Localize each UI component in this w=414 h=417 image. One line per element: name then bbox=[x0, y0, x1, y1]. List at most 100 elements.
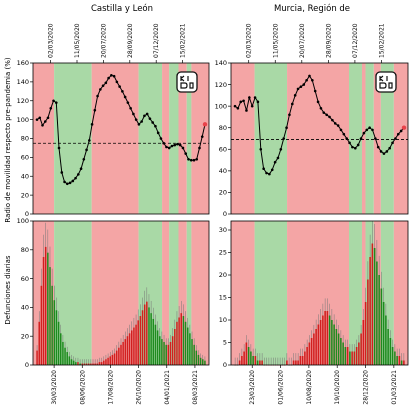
death-bar bbox=[391, 347, 394, 365]
band-red bbox=[191, 63, 209, 214]
data-point bbox=[313, 89, 317, 93]
death-bar bbox=[100, 362, 103, 365]
y-tick-label: 140 bbox=[215, 59, 227, 67]
band-red bbox=[373, 63, 381, 214]
death-bar bbox=[292, 360, 295, 365]
data-point bbox=[365, 128, 369, 132]
death-bar bbox=[362, 320, 365, 365]
death-bar bbox=[126, 336, 129, 365]
data-point bbox=[35, 118, 39, 121]
death-bar bbox=[398, 356, 401, 365]
data-point bbox=[233, 104, 237, 108]
band-green bbox=[54, 63, 92, 214]
death-bar bbox=[252, 356, 254, 365]
band-green bbox=[254, 221, 288, 365]
data-point bbox=[54, 101, 58, 104]
y-tick-label: 80 bbox=[219, 124, 227, 132]
data-point bbox=[242, 99, 245, 103]
y-tick-label: 20 bbox=[219, 189, 227, 197]
y-tick-label: 0 bbox=[223, 361, 227, 369]
date-tick-label: 10/08/2020 bbox=[306, 370, 313, 405]
data-point bbox=[279, 147, 283, 151]
data-point bbox=[57, 146, 61, 150]
date-tick-label: 28/12/2020 bbox=[363, 370, 370, 405]
death-bar bbox=[261, 360, 263, 365]
y-tick-label: 100 bbox=[17, 217, 29, 225]
death-bar bbox=[146, 301, 148, 365]
data-point bbox=[302, 83, 306, 86]
death-bar bbox=[68, 356, 71, 365]
data-point bbox=[245, 109, 248, 112]
data-point bbox=[192, 158, 196, 162]
death-bar bbox=[180, 313, 183, 365]
data-point bbox=[71, 179, 75, 183]
y-tick-label: 120 bbox=[215, 81, 227, 89]
death-bar bbox=[297, 360, 299, 365]
data-point bbox=[308, 74, 311, 78]
death-bar bbox=[40, 285, 43, 365]
death-bar bbox=[165, 344, 167, 365]
death-bar bbox=[81, 363, 84, 365]
death-bar bbox=[120, 344, 122, 365]
death-bar bbox=[364, 302, 367, 365]
date-tick-label: 04/01/2021 bbox=[164, 370, 171, 405]
death-bar bbox=[55, 310, 58, 365]
mobility-panel-murcia: 0 20 40 60 80 100 120 140 02/03/2020 11/05/2020 20… bbox=[215, 23, 409, 218]
data-point bbox=[41, 123, 44, 127]
data-point bbox=[115, 80, 119, 84]
data-point bbox=[290, 102, 294, 106]
data-point bbox=[112, 74, 116, 78]
data-point bbox=[88, 139, 91, 142]
death-bar bbox=[385, 315, 387, 365]
data-point bbox=[305, 78, 308, 82]
band-green bbox=[186, 63, 192, 214]
data-point bbox=[316, 100, 320, 104]
death-bar bbox=[371, 243, 374, 365]
death-bar bbox=[380, 288, 383, 365]
death-bar bbox=[148, 307, 150, 365]
y-tick-label: 0 bbox=[25, 210, 29, 218]
data-point bbox=[253, 96, 257, 99]
date-tick-label: 23/03/2020 bbox=[249, 370, 256, 405]
data-point bbox=[60, 171, 64, 174]
death-bar bbox=[373, 248, 376, 365]
data-point bbox=[96, 94, 99, 98]
death-bar bbox=[189, 333, 191, 365]
mobility-panel-castilla-y-leon: 0 20 40 60 80 100 120 140 160 02/03/2020 11/05/202… bbox=[17, 23, 210, 218]
death-bar bbox=[191, 339, 193, 365]
death-bar bbox=[90, 363, 92, 365]
data-point bbox=[151, 121, 154, 124]
date-tick-label: 20/07/2020 bbox=[299, 23, 306, 58]
data-point bbox=[49, 107, 53, 110]
band-red bbox=[231, 63, 255, 214]
death-bar bbox=[351, 351, 353, 365]
death-bar bbox=[122, 341, 124, 365]
band-green bbox=[54, 221, 92, 365]
y-tick-label: 20 bbox=[21, 332, 29, 340]
death-bar bbox=[199, 357, 202, 365]
death-bar bbox=[202, 359, 204, 365]
band-red bbox=[393, 221, 408, 365]
death-bar bbox=[109, 356, 111, 365]
data-point bbox=[322, 111, 326, 114]
data-point bbox=[336, 124, 340, 127]
date-tick-label: 02/03/2020 bbox=[246, 23, 253, 58]
data-point bbox=[282, 137, 285, 140]
death-bar bbox=[103, 360, 105, 365]
death-bar bbox=[62, 341, 64, 365]
death-bar bbox=[75, 362, 77, 365]
data-point bbox=[52, 99, 55, 103]
data-point bbox=[162, 141, 165, 145]
death-bar bbox=[358, 342, 360, 365]
data-point bbox=[376, 145, 380, 149]
death-bar bbox=[152, 318, 155, 365]
data-point bbox=[176, 142, 179, 146]
date-tick-label: 08/03/2021 bbox=[192, 370, 199, 405]
death-bar bbox=[171, 336, 174, 365]
death-bar bbox=[310, 338, 313, 365]
band-green bbox=[254, 63, 288, 214]
death-bar bbox=[51, 285, 53, 365]
date-tick-label: 08/06/2020 bbox=[79, 370, 86, 405]
death-bar bbox=[42, 257, 45, 365]
